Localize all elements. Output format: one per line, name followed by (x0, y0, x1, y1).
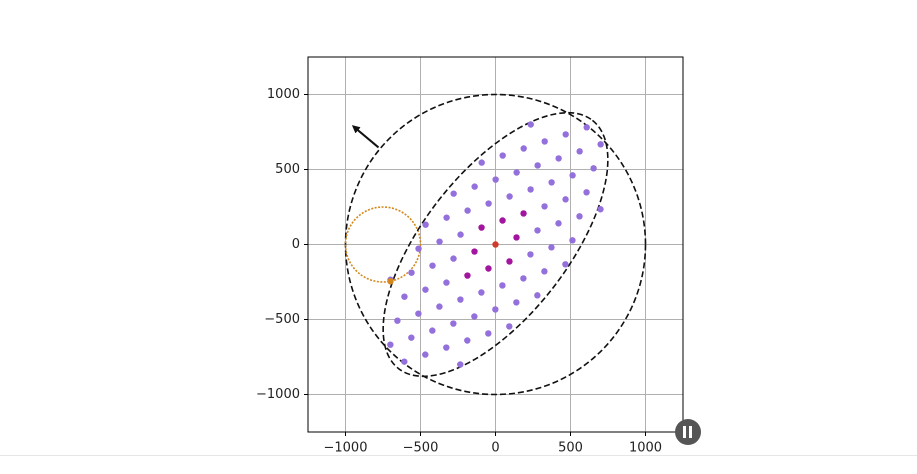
x-tick-label: −500 (403, 441, 439, 456)
point (485, 200, 492, 207)
point (562, 196, 569, 203)
point (576, 213, 583, 220)
point (548, 244, 555, 251)
point (597, 206, 604, 213)
point (527, 186, 534, 193)
point (513, 234, 520, 241)
point (506, 323, 513, 330)
point (408, 334, 415, 341)
point (401, 293, 408, 300)
point (415, 245, 422, 252)
circle-outline (344, 93, 647, 396)
point (457, 296, 464, 303)
point (436, 303, 443, 310)
point (436, 238, 443, 245)
point (569, 237, 576, 244)
point (443, 279, 450, 286)
point (464, 207, 471, 214)
y-tick-label: 1000 (267, 87, 300, 102)
point (583, 124, 590, 131)
point (569, 172, 576, 179)
x-tick-label: 1000 (629, 441, 662, 456)
point (520, 210, 527, 217)
y-tick-label: −500 (264, 312, 300, 327)
point (457, 231, 464, 238)
point (562, 261, 569, 268)
point (394, 317, 401, 324)
point (457, 361, 464, 368)
point (387, 341, 394, 348)
point (534, 292, 541, 299)
point (492, 241, 499, 248)
point (450, 190, 457, 197)
point (541, 268, 548, 275)
point (506, 258, 513, 265)
point (590, 165, 597, 172)
point (492, 306, 499, 313)
point (415, 310, 422, 317)
point (506, 193, 513, 200)
point (534, 227, 541, 234)
point (527, 121, 534, 128)
point (485, 265, 492, 272)
point (534, 162, 541, 169)
point (555, 220, 562, 227)
point (471, 313, 478, 320)
point (450, 320, 457, 327)
point (422, 221, 429, 228)
x-tick-label: 500 (558, 441, 583, 456)
point (513, 169, 520, 176)
point (562, 131, 569, 138)
point (464, 337, 471, 344)
point (485, 330, 492, 337)
point (429, 327, 436, 334)
point (422, 286, 429, 293)
arrow (351, 125, 380, 149)
point (527, 251, 534, 258)
point (576, 148, 583, 155)
point (541, 138, 548, 145)
point (471, 248, 478, 255)
divider (0, 455, 917, 456)
ellipse-outline (382, 111, 609, 378)
circle-outline (344, 206, 422, 283)
x-tick-label: −1000 (324, 441, 368, 456)
point (478, 159, 485, 166)
point (513, 299, 520, 306)
point (443, 214, 450, 221)
point (429, 262, 436, 269)
y-tick-label: −1000 (256, 387, 300, 402)
ticks: −1000 −500 0 500 1000 −1000 −500 0 500 1000 (256, 87, 662, 456)
point (471, 183, 478, 190)
point (520, 145, 527, 152)
point (555, 155, 562, 162)
pause-button[interactable] (675, 419, 701, 445)
point (548, 179, 555, 186)
point (541, 203, 548, 210)
point (422, 351, 429, 358)
y-tick-label: 0 (292, 237, 300, 252)
point (597, 141, 604, 148)
point (583, 189, 590, 196)
point (499, 152, 506, 159)
point (520, 275, 527, 282)
point (450, 255, 457, 262)
points (387, 121, 604, 368)
point (492, 176, 499, 183)
point (499, 217, 506, 224)
point (478, 224, 485, 231)
point (387, 278, 394, 285)
point (401, 358, 408, 365)
point (478, 289, 485, 296)
point (464, 272, 471, 279)
shapes (344, 93, 647, 396)
x-tick-label: 0 (491, 441, 499, 456)
y-tick-label: 500 (275, 162, 300, 177)
point (499, 282, 506, 289)
point (443, 344, 450, 351)
point (408, 269, 415, 276)
